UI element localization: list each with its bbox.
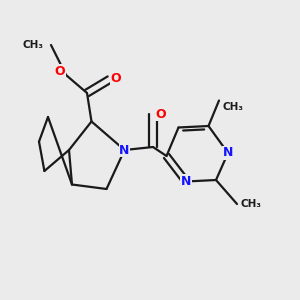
Text: O: O — [111, 71, 122, 85]
Text: N: N — [181, 175, 191, 188]
Text: CH₃: CH₃ — [22, 40, 44, 50]
Text: N: N — [119, 143, 130, 157]
Text: CH₃: CH₃ — [223, 101, 244, 112]
Text: O: O — [155, 107, 166, 121]
Text: O: O — [55, 65, 65, 78]
Text: N: N — [223, 146, 233, 160]
Text: CH₃: CH₃ — [241, 199, 262, 209]
